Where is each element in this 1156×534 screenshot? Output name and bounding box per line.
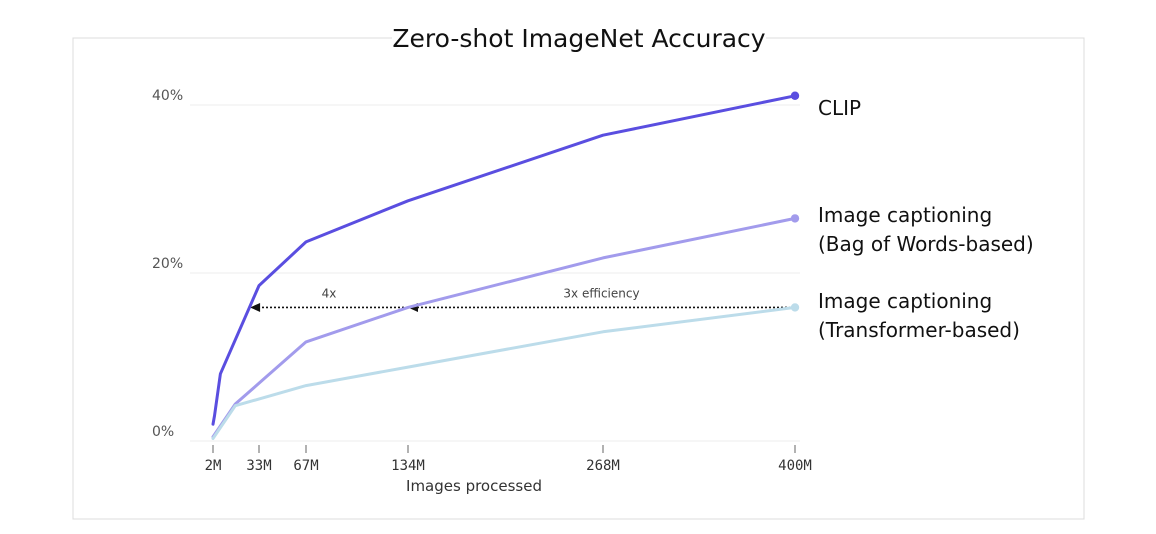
grid [190, 104, 800, 442]
x-axis-label: Images processed [406, 477, 542, 495]
series-endpoint [790, 214, 800, 223]
x-axis-ticks: 2M 33M 67M 134M 268M 400M [205, 445, 812, 474]
legend: CLIP Image captioning (Bag of Words-based)… [818, 96, 1034, 342]
annotation-label: 3x efficiency [563, 286, 639, 300]
x-tick-label: 400M [778, 458, 812, 474]
x-tick-label: 67M [293, 458, 318, 474]
x-tick-label: 2M [205, 458, 222, 474]
chart-title: Zero-shot ImageNet Accuracy [392, 24, 765, 53]
series-line [211, 305, 797, 440]
y-tick-label: 0% [152, 424, 174, 440]
chart-frame [72, 37, 1085, 520]
series-line [211, 216, 797, 439]
series-endpoint [790, 91, 800, 100]
y-axis-ticks: 0% 20% 40% [152, 88, 183, 440]
y-tick-label: 20% [152, 256, 183, 272]
x-tick-label: 268M [586, 458, 620, 474]
x-tick-label: 134M [391, 458, 425, 474]
series-endpoint [790, 303, 800, 312]
legend-entry: Image captioning (Bag of Words-based) [818, 203, 1034, 256]
series [211, 91, 800, 440]
annotations: 4x 3x efficiency [250, 286, 795, 312]
x-tick-label: 33M [246, 458, 271, 474]
legend-entry: Image captioning (Transformer-based) [818, 289, 1020, 342]
title-background [392, 22, 766, 56]
legend-entry: CLIP [818, 96, 861, 120]
series-line [211, 94, 797, 426]
annotation-arrowhead [250, 302, 261, 312]
annotation-label: 4x [322, 286, 337, 300]
y-tick-label: 40% [152, 88, 183, 104]
